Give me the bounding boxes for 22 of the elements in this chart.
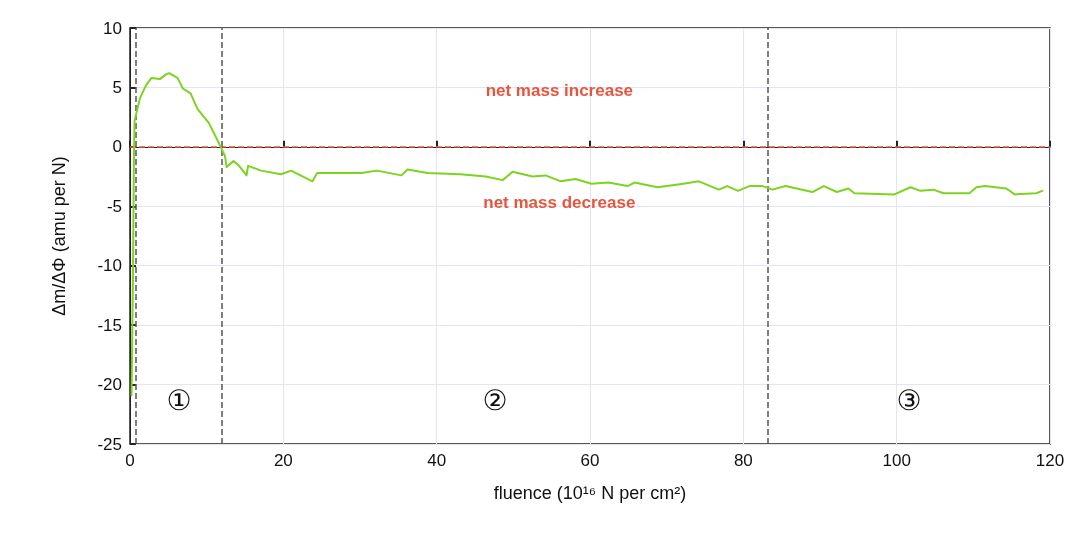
annotation: ② xyxy=(482,384,508,416)
annotation: ③ xyxy=(896,384,922,416)
y-tick-label: -20 xyxy=(97,375,122,395)
y-tick-label: 0 xyxy=(112,137,122,157)
annotation: ① xyxy=(166,384,192,416)
y-tick-label: 10 xyxy=(103,18,122,38)
x-tick-label: 20 xyxy=(273,451,293,470)
y-tick-label: 5 xyxy=(112,77,122,97)
x-tick-label: 0 xyxy=(125,451,135,470)
x-axis-title: fluence (10¹⁶ N per cm²) xyxy=(493,483,687,503)
y-tick-label: -10 xyxy=(97,256,122,276)
x-tick-label: 100 xyxy=(882,451,911,470)
y-axis-title: Δm/ΔΦ (amu per N) xyxy=(49,156,69,316)
y-tick-label: -5 xyxy=(106,196,122,216)
x-tick-label: 60 xyxy=(580,451,600,470)
y-tick-label: -25 xyxy=(97,434,122,454)
annotation: net mass decrease xyxy=(483,193,636,213)
x-tick-label: 80 xyxy=(733,451,753,470)
x-tick-label: 40 xyxy=(427,451,447,470)
y-tick-label: -15 xyxy=(97,315,122,335)
x-tick-label: 120 xyxy=(1035,451,1065,470)
annotation: net mass increase xyxy=(485,81,634,101)
